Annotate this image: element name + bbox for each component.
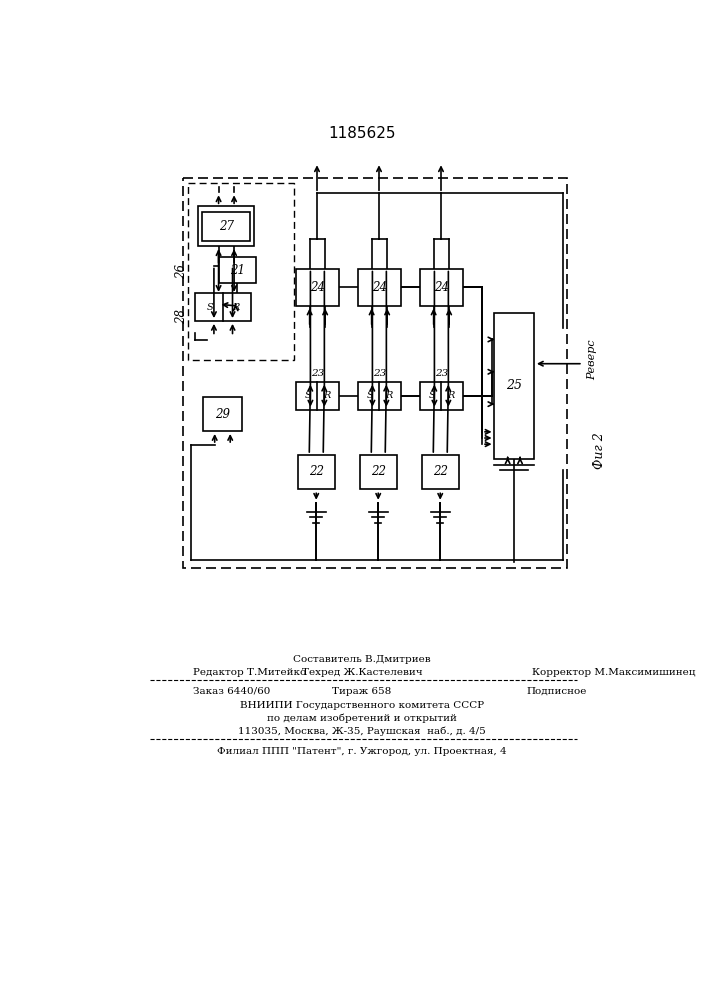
Text: S: S bbox=[428, 391, 435, 400]
Bar bbox=[420, 269, 462, 306]
Bar bbox=[195, 293, 251, 321]
Text: Тираж 658: Тираж 658 bbox=[332, 687, 392, 696]
Text: ВНИИПИ Государственного комитета СССР: ВНИИПИ Государственного комитета СССР bbox=[240, 701, 484, 710]
Bar bbox=[493, 312, 534, 459]
Bar bbox=[420, 382, 462, 410]
Bar bbox=[358, 269, 401, 306]
Text: 24: 24 bbox=[310, 281, 325, 294]
Text: R: R bbox=[448, 391, 455, 400]
Text: 23: 23 bbox=[435, 369, 448, 378]
Bar bbox=[358, 382, 401, 410]
Bar bbox=[298, 455, 335, 489]
Text: 113035, Москва, Ж-35, Раушская  наб., д. 4/5: 113035, Москва, Ж-35, Раушская наб., д. … bbox=[238, 727, 486, 736]
Text: 22: 22 bbox=[370, 465, 386, 478]
Bar bbox=[296, 269, 339, 306]
Text: R: R bbox=[385, 391, 393, 400]
Text: 23: 23 bbox=[311, 369, 324, 378]
Text: 21: 21 bbox=[230, 264, 245, 277]
Text: 29: 29 bbox=[215, 408, 230, 421]
Text: 28: 28 bbox=[175, 309, 188, 324]
Bar bbox=[296, 382, 339, 410]
Text: Корректор М.Максимишинец: Корректор М.Максимишинец bbox=[532, 668, 695, 677]
Text: S: S bbox=[304, 391, 311, 400]
Text: 27: 27 bbox=[219, 220, 234, 233]
Text: S: S bbox=[366, 391, 373, 400]
Text: по делам изобретений и открытий: по делам изобретений и открытий bbox=[267, 714, 457, 723]
Text: Составитель В.Дмитриев: Составитель В.Дмитриев bbox=[293, 654, 431, 664]
Text: 23: 23 bbox=[373, 369, 386, 378]
Bar bbox=[199, 206, 255, 246]
Bar bbox=[218, 257, 256, 283]
Bar bbox=[202, 212, 250, 241]
Text: Заказ 6440/60: Заказ 6440/60 bbox=[193, 687, 270, 696]
Text: R: R bbox=[233, 303, 240, 312]
Text: Редактор Т.Митейко: Редактор Т.Митейко bbox=[193, 668, 306, 677]
Text: S: S bbox=[207, 303, 214, 312]
Text: 1185625: 1185625 bbox=[328, 126, 396, 141]
Text: 25: 25 bbox=[506, 379, 522, 392]
Text: Техред Ж.Кастелевич: Техред Ж.Кастелевич bbox=[302, 668, 422, 677]
Bar bbox=[203, 397, 242, 431]
Text: R: R bbox=[324, 391, 331, 400]
Text: 24: 24 bbox=[372, 281, 387, 294]
Text: 26: 26 bbox=[175, 264, 188, 279]
Text: Подписное: Подписное bbox=[526, 687, 587, 696]
Bar bbox=[421, 455, 459, 489]
Bar bbox=[183, 178, 567, 568]
Text: Филиал ППП "Патент", г. Ужгород, ул. Проектная, 4: Филиал ППП "Патент", г. Ужгород, ул. Про… bbox=[217, 747, 507, 756]
Text: 24: 24 bbox=[434, 281, 449, 294]
Bar bbox=[187, 183, 293, 360]
Text: 22: 22 bbox=[433, 465, 448, 478]
Text: Фиг 2: Фиг 2 bbox=[593, 433, 607, 469]
Text: 22: 22 bbox=[309, 465, 324, 478]
Bar bbox=[360, 455, 397, 489]
Text: Реверс: Реверс bbox=[587, 340, 597, 380]
